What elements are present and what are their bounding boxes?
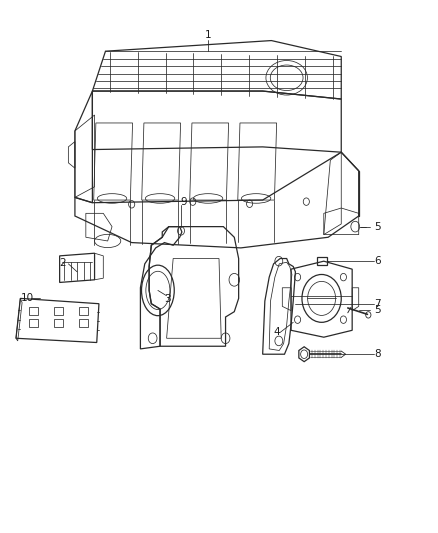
Text: 3: 3 [165, 294, 171, 304]
Text: 2: 2 [60, 258, 66, 268]
Text: 1: 1 [205, 30, 212, 41]
Text: 5: 5 [374, 305, 381, 315]
Text: 9: 9 [180, 197, 187, 207]
Text: 6: 6 [374, 256, 381, 266]
Text: 4: 4 [274, 327, 280, 337]
Text: 10: 10 [21, 293, 34, 303]
Text: 8: 8 [374, 349, 381, 359]
Text: 5: 5 [374, 222, 381, 232]
Text: 7: 7 [374, 298, 381, 309]
